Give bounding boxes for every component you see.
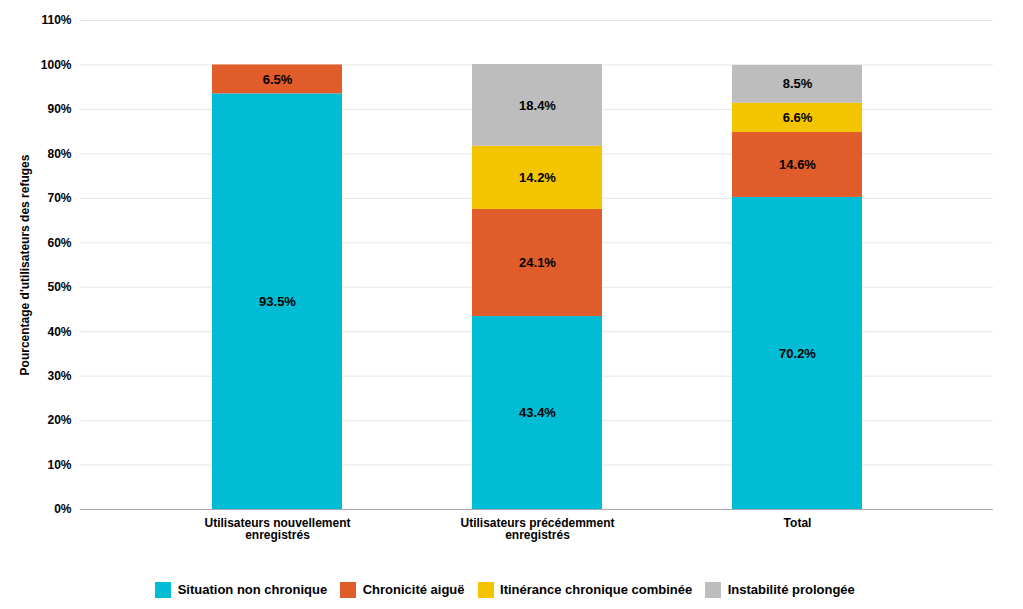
svg-text:70.2%: 70.2% — [779, 346, 816, 361]
svg-text:110%: 110% — [41, 13, 71, 27]
html-text:Instabilité prolongée: Instabilité prolongée — [727, 582, 855, 597]
svg-text:0%: 0% — [54, 502, 72, 516]
svg-text:14.6%: 14.6% — [779, 157, 816, 172]
html-text:Itinérance chronique combinée: Itinérance chronique combinée — [500, 582, 693, 597]
svg-text:6.6%: 6.6% — [783, 110, 813, 125]
svg-text:Utilisateurs nouvellementenreg: Utilisateurs nouvellementenregistrés — [204, 516, 350, 542]
svg-text:Utilisateurs précédemmentenreg: Utilisateurs précédemmentenregistrés — [460, 516, 614, 542]
svg-text:6.5%: 6.5% — [263, 72, 293, 87]
svg-text:90%: 90% — [47, 102, 71, 116]
svg-text:14.2%: 14.2% — [519, 170, 556, 185]
svg-text:100%: 100% — [41, 58, 72, 72]
svg-text:93.5%: 93.5% — [259, 294, 296, 309]
svg-text:50%: 50% — [47, 280, 71, 294]
svg-text:10%: 10% — [47, 458, 71, 472]
svg-text:18.4%: 18.4% — [519, 98, 556, 113]
svg-text:30%: 30% — [47, 369, 71, 383]
svg-text:24.1%: 24.1% — [519, 255, 556, 270]
svg-text:40%: 40% — [47, 325, 71, 339]
html-text:Situation non chronique: Situation non chronique — [177, 582, 328, 597]
svg-text:60%: 60% — [47, 236, 71, 250]
svg-text:70%: 70% — [47, 191, 71, 205]
svg-text:80%: 80% — [47, 147, 71, 161]
svg-text:43.4%: 43.4% — [519, 405, 556, 420]
svg-text:Total: Total — [784, 516, 812, 530]
svg-text:Pourcentage d'utilisateurs des: Pourcentage d'utilisateurs des refuges — [18, 154, 32, 375]
svg-text:20%: 20% — [47, 413, 71, 427]
html-text:Chronicité aiguë: Chronicité aiguë — [362, 582, 465, 597]
svg-text:8.5%: 8.5% — [783, 76, 813, 91]
